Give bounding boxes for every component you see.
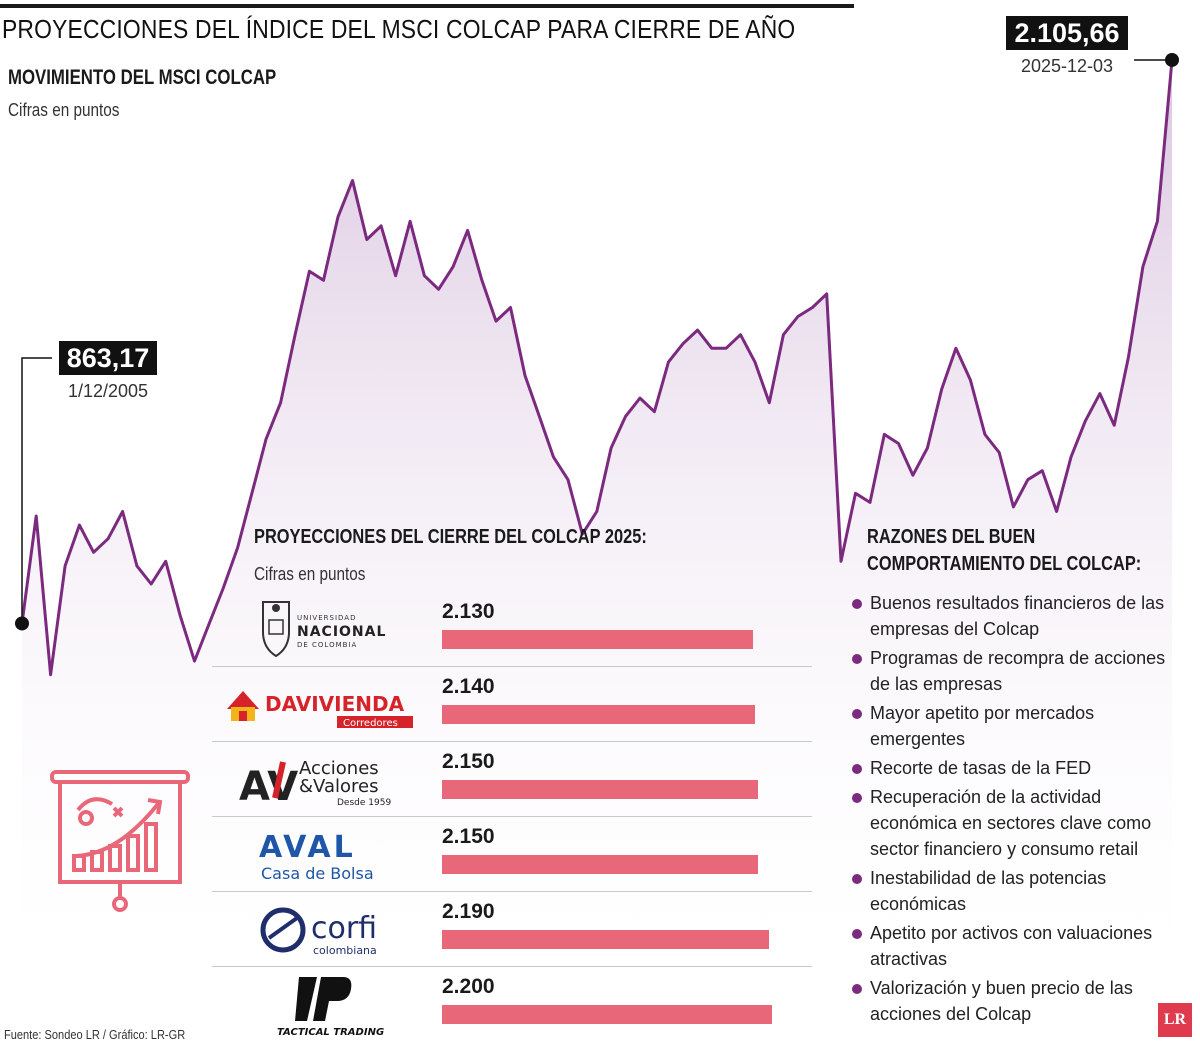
chart-units: Cifras en puntos [8, 100, 120, 120]
reason-item: Buenos resultados financieros de las emp… [852, 590, 1182, 642]
tactical-trading-logo: TACTICAL TRADING [212, 971, 422, 1038]
projection-value: 2.190 [442, 900, 495, 923]
bullet-icon [852, 793, 862, 803]
top-rule [0, 4, 854, 8]
colcap-series-line [20, 59, 1174, 677]
svg-text:UNIVERSIDAD: UNIVERSIDAD [297, 614, 356, 622]
projection-row: AV Acciones &Valores Desde 1959 2.150 [212, 742, 812, 817]
projection-value: 2.200 [442, 975, 495, 998]
projections-title: PROYECCIONES DEL CIERRE DEL COLCAP 2025: [254, 526, 647, 548]
bullet-icon [852, 764, 862, 774]
aval-logo: AVAL Casa de Bolsa [212, 821, 422, 887]
lr-logo: LR [1158, 1003, 1192, 1037]
projection-bar [442, 930, 769, 949]
end-point [1165, 52, 1179, 67]
bullet-icon [852, 654, 862, 664]
reasons-title: RAZONES DEL BUEN COMPORTAMIENTO DEL COLC… [867, 526, 1142, 575]
reasons-list: Buenos resultados financieros de las emp… [852, 590, 1182, 1030]
projection-value: 2.130 [442, 600, 495, 623]
presentation-chart-icon [50, 770, 190, 912]
reason-item: Programas de recompra de acciones de las… [852, 645, 1182, 697]
reason-item: Recorte de tasas de la FED [852, 755, 1182, 781]
bullet-icon [852, 984, 862, 994]
bullet-icon [852, 874, 862, 884]
page-title: PROYECCIONES DEL ÍNDICE DEL MSCI COLCAP … [2, 14, 796, 44]
svg-text:corfi: corfi [311, 911, 377, 946]
bullet-icon [852, 599, 862, 609]
reason-item: Recuperación de la actividad económica e… [852, 784, 1182, 862]
chart-subtitle: MOVIMIENTO DEL MSCI COLCAP [8, 66, 277, 89]
colcap-area [22, 59, 1172, 1000]
svg-text:DAVIVIENDA: DAVIVIENDA [265, 692, 405, 716]
svg-text:&Valores: &Valores [299, 776, 378, 797]
start-callout: 863,17 1/12/2005 [52, 341, 164, 402]
projection-bar [442, 855, 758, 874]
projection-row: UNIVERSIDAD NACIONAL DE COLOMBIA 2.130 [212, 592, 812, 667]
start-point [15, 616, 29, 631]
projection-row: AVAL Casa de Bolsa 2.150 [212, 817, 812, 892]
bullet-icon [852, 929, 862, 939]
start-value: 863,17 [58, 341, 158, 375]
svg-text:Casa de Bolsa: Casa de Bolsa [261, 864, 374, 883]
projection-value: 2.150 [442, 825, 495, 848]
projection-bar [442, 630, 753, 649]
svg-text:Acciones: Acciones [299, 758, 379, 779]
svg-text:AVAL: AVAL [259, 830, 356, 865]
projection-value: 2.140 [442, 675, 495, 698]
projection-row: TACTICAL TRADING 2.200 [212, 967, 812, 1041]
unal-logo: UNIVERSIDAD NACIONAL DE COLOMBIA [212, 596, 422, 662]
svg-text:NACIONAL: NACIONAL [297, 624, 386, 640]
svg-text:Corredores: Corredores [343, 718, 398, 729]
reason-item: Mayor apetito por mercados emergentes [852, 700, 1182, 752]
end-callout: 2.105,66 2025-12-03 [1000, 16, 1134, 77]
end-value: 2.105,66 [1006, 16, 1128, 50]
svg-text:TACTICAL TRADING: TACTICAL TRADING [277, 1027, 384, 1038]
svg-text:colombiana: colombiana [313, 944, 377, 957]
davivienda-logo: DAVIVIENDA Corredores [212, 671, 422, 737]
projection-bar [442, 1005, 772, 1024]
source-note: Fuente: Sondeo LR / Gráfico: LR-GR [4, 1027, 186, 1042]
projections-units: Cifras en puntos [254, 564, 366, 584]
projection-row: corfi colombiana 2.190 [212, 892, 812, 967]
projection-bar [442, 780, 758, 799]
corfi-logo: corfi colombiana [212, 896, 422, 962]
projection-value: 2.150 [442, 750, 495, 773]
reason-item: Inestabilidad de las potencias económica… [852, 865, 1182, 917]
svg-text:DE COLOMBIA: DE COLOMBIA [297, 641, 357, 649]
reason-item: Valorización y buen precio de las accion… [852, 975, 1182, 1027]
acciones-valores-logo: AV Acciones &Valores Desde 1959 [212, 746, 422, 812]
end-date: 2025-12-03 [1020, 56, 1114, 76]
svg-text:AV: AV [239, 764, 298, 810]
start-leader-line [21, 357, 52, 624]
reason-item: Apetito por activos con valuaciones atra… [852, 920, 1182, 972]
bullet-icon [852, 709, 862, 719]
projections-list: UNIVERSIDAD NACIONAL DE COLOMBIA 2.130 D… [212, 592, 812, 1041]
svg-text:Desde 1959: Desde 1959 [337, 798, 391, 808]
start-date: 1/12/2005 [67, 381, 149, 401]
projection-row: DAVIVIENDA Corredores 2.140 [212, 667, 812, 742]
projection-bar [442, 705, 756, 724]
